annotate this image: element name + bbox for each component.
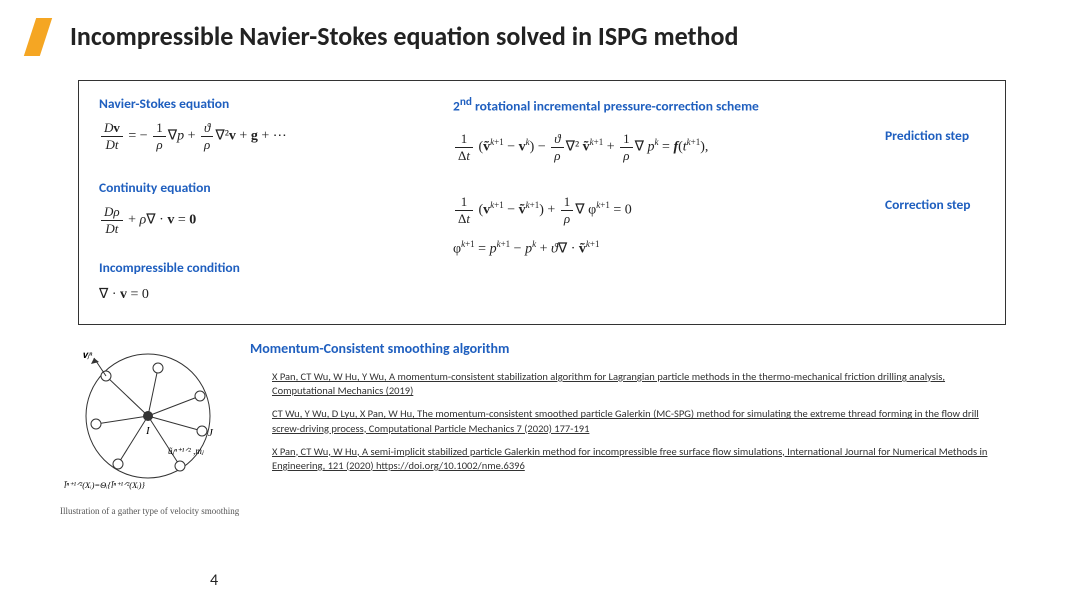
navier-stokes-label: Navier-Stokes equation	[99, 95, 399, 112]
scheme-label-post: rotational incremental pressure-correcti…	[472, 98, 759, 115]
svg-text:J: J	[208, 427, 214, 439]
prediction-equation: 1Δt (ṽk+1 − vk) − ϑρ∇² ṽk+1 + 1ρ∇ pk = f…	[453, 131, 883, 164]
incompressible-equation: ∇ · v = 0	[99, 286, 399, 303]
scheme-label-pre: 2	[453, 98, 460, 115]
svg-text:I: I	[145, 425, 151, 437]
scheme-label: 2nd rotational incremental pressure-corr…	[453, 95, 883, 115]
correction-equation-2: φk+1 = pk+1 − pk + ϑ∇ · ṽk+1	[453, 239, 883, 258]
reference-3: X Pan, CT Wu, W Hu, A semi-implicit stab…	[272, 445, 1002, 473]
equations-box: Navier-Stokes equation DvDt = − 1ρ∇p + ϑ…	[78, 80, 1006, 325]
incompressible-label: Incompressible condition	[99, 259, 399, 276]
accent-bar	[24, 18, 52, 56]
scheme-label-sup: nd	[460, 95, 472, 109]
references: X Pan, CT Wu, W Hu, Y Wu, A momentum-con…	[272, 370, 1002, 482]
continuity-label: Continuity equation	[99, 179, 399, 196]
right-column: 2nd rotational incremental pressure-corr…	[453, 95, 883, 257]
page-number: 4	[210, 571, 218, 590]
correction-step-label: Correction step	[885, 196, 995, 213]
svg-text:ũⱼⁿ⁺¹ᐟ² ,mⱼ: ũⱼⁿ⁺¹ᐟ² ,mⱼ	[168, 446, 205, 456]
reference-2: CT Wu, Y Wu, D Lyu, X Pan, W Hu, The mom…	[272, 407, 1002, 435]
left-column: Navier-Stokes equation DvDt = − 1ρ∇p + ϑ…	[99, 95, 399, 303]
prediction-step-label: Prediction step	[885, 127, 995, 144]
step-labels: Prediction step Correction step	[885, 95, 995, 213]
reference-1: X Pan, CT Wu, W Hu, Y Wu, A momentum-con…	[272, 370, 1002, 398]
diagram-svg: 𝐯ⱼⁿ J I ũⱼⁿ⁺¹ᐟ² ,mⱼ l̃ⁿ⁺¹ᐟ²(Xᵢ)=Θᵢ{l̃ⁿ⁺¹…	[60, 346, 235, 501]
page-title: Incompressible Navier-Stokes equation so…	[70, 20, 738, 52]
navier-stokes-equation: DvDt = − 1ρ∇p + ϑρ∇²v + g + ⋯	[99, 120, 399, 153]
diagram-caption: Illustration of a gather type of velocit…	[60, 506, 240, 516]
correction-equation-1: 1Δt (vk+1 − ṽk+1) + 1ρ∇ φk+1 = 0	[453, 194, 883, 227]
smoothing-diagram: 𝐯ⱼⁿ J I ũⱼⁿ⁺¹ᐟ² ,mⱼ l̃ⁿ⁺¹ᐟ²(Xᵢ)=Θᵢ{l̃ⁿ⁺¹…	[60, 346, 240, 516]
svg-text:𝐯ⱼⁿ: 𝐯ⱼⁿ	[82, 350, 93, 361]
continuity-equation: DρDt + ρ∇ · v = 0	[99, 204, 399, 237]
mcsa-title: Momentum-Consistent smoothing algorithm	[250, 340, 509, 357]
svg-text:l̃ⁿ⁺¹ᐟ²(Xᵢ)=Θᵢ{l̃ⁿ⁺¹ᐟ²(Xᵢ)}: l̃ⁿ⁺¹ᐟ²(Xᵢ)=Θᵢ{l̃ⁿ⁺¹ᐟ²(Xᵢ)}	[64, 480, 145, 490]
